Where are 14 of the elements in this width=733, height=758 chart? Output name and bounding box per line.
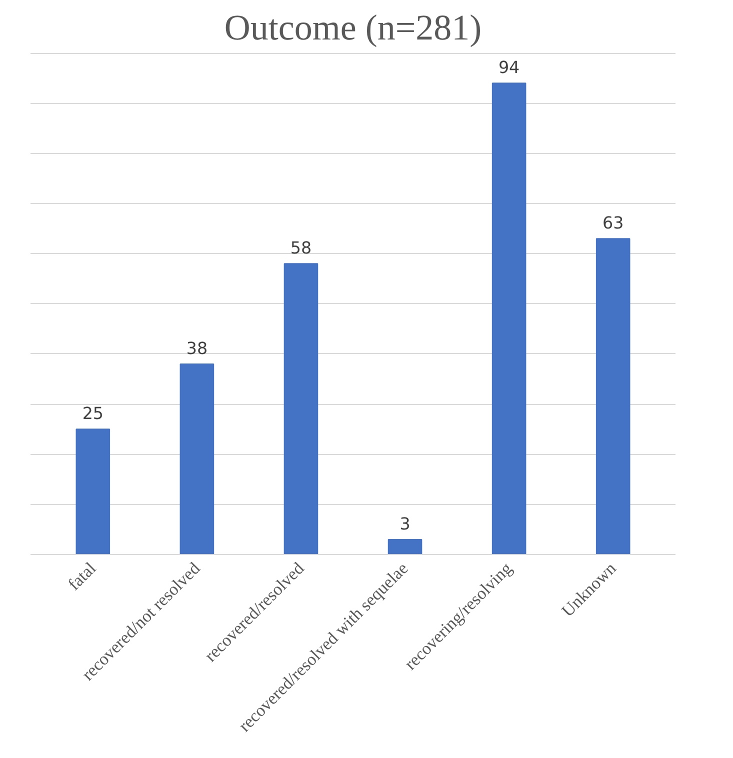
data-label: 58 <box>290 238 312 258</box>
bar <box>284 263 318 554</box>
bar <box>180 363 214 554</box>
data-label: 63 <box>602 214 624 233</box>
bar <box>596 238 630 554</box>
chart-title: Outcome (n=281) <box>224 8 482 48</box>
bar <box>492 82 526 554</box>
bar <box>76 428 110 554</box>
data-label: 25 <box>82 404 104 424</box>
data-label: 38 <box>186 338 208 358</box>
x-tick-label: fatal <box>64 558 100 594</box>
bar <box>388 538 422 554</box>
data-label: 3 <box>400 514 410 534</box>
data-label: 94 <box>498 58 520 78</box>
